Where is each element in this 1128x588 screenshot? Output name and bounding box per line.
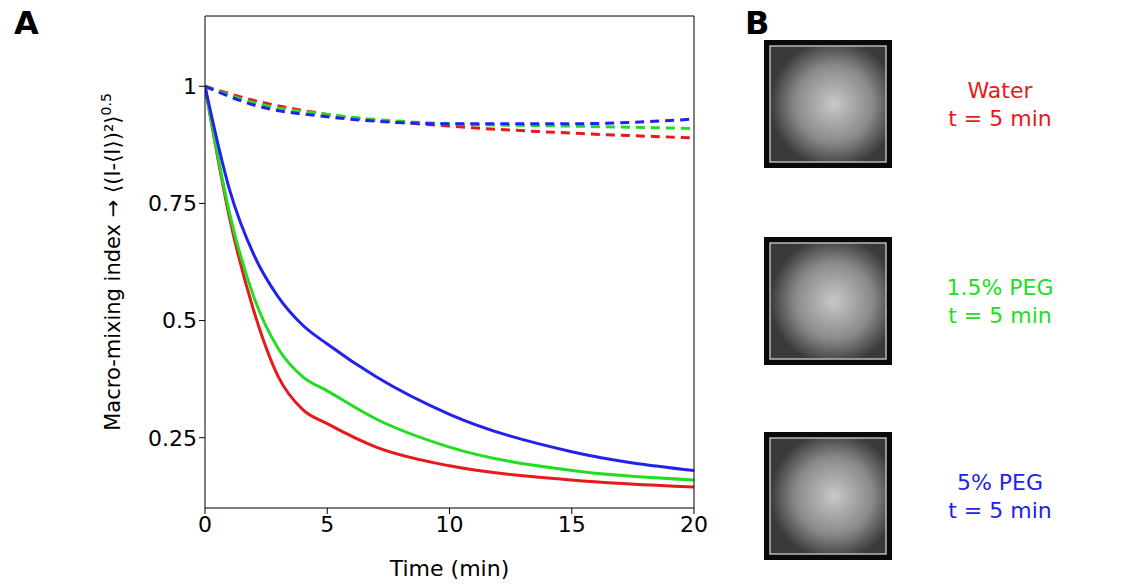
svg-text:0: 0 — [198, 512, 212, 537]
html-text:A: A — [14, 4, 39, 42]
svg-text:t = 5 min: t = 5 min — [948, 303, 1052, 328]
html-text:B: B — [745, 4, 770, 42]
svg-text:t = 5 min: t = 5 min — [948, 106, 1052, 131]
svg-text:5: 5 — [320, 512, 334, 537]
svg-text:Water: Water — [967, 78, 1033, 103]
svg-text:t = 5 min: t = 5 min — [948, 498, 1052, 523]
svg-text:Time (min): Time (min) — [389, 556, 510, 581]
svg-text:0.75: 0.75 — [148, 191, 197, 216]
svg-text:0.25: 0.25 — [148, 426, 197, 451]
svg-text:5% PEG: 5% PEG — [957, 470, 1043, 495]
svg-text:10: 10 — [436, 512, 464, 537]
svg-text:15: 15 — [558, 512, 586, 537]
svg-text:Macro-mixing index → ⟨(I-⟨I⟩)²: Macro-mixing index → ⟨(I-⟨I⟩)²⟩0.5 — [98, 93, 125, 431]
svg-text:1.5% PEG: 1.5% PEG — [946, 275, 1053, 300]
svg-text:1: 1 — [183, 74, 197, 99]
svg-text:20: 20 — [680, 512, 708, 537]
svg-text:0.5: 0.5 — [162, 308, 197, 333]
